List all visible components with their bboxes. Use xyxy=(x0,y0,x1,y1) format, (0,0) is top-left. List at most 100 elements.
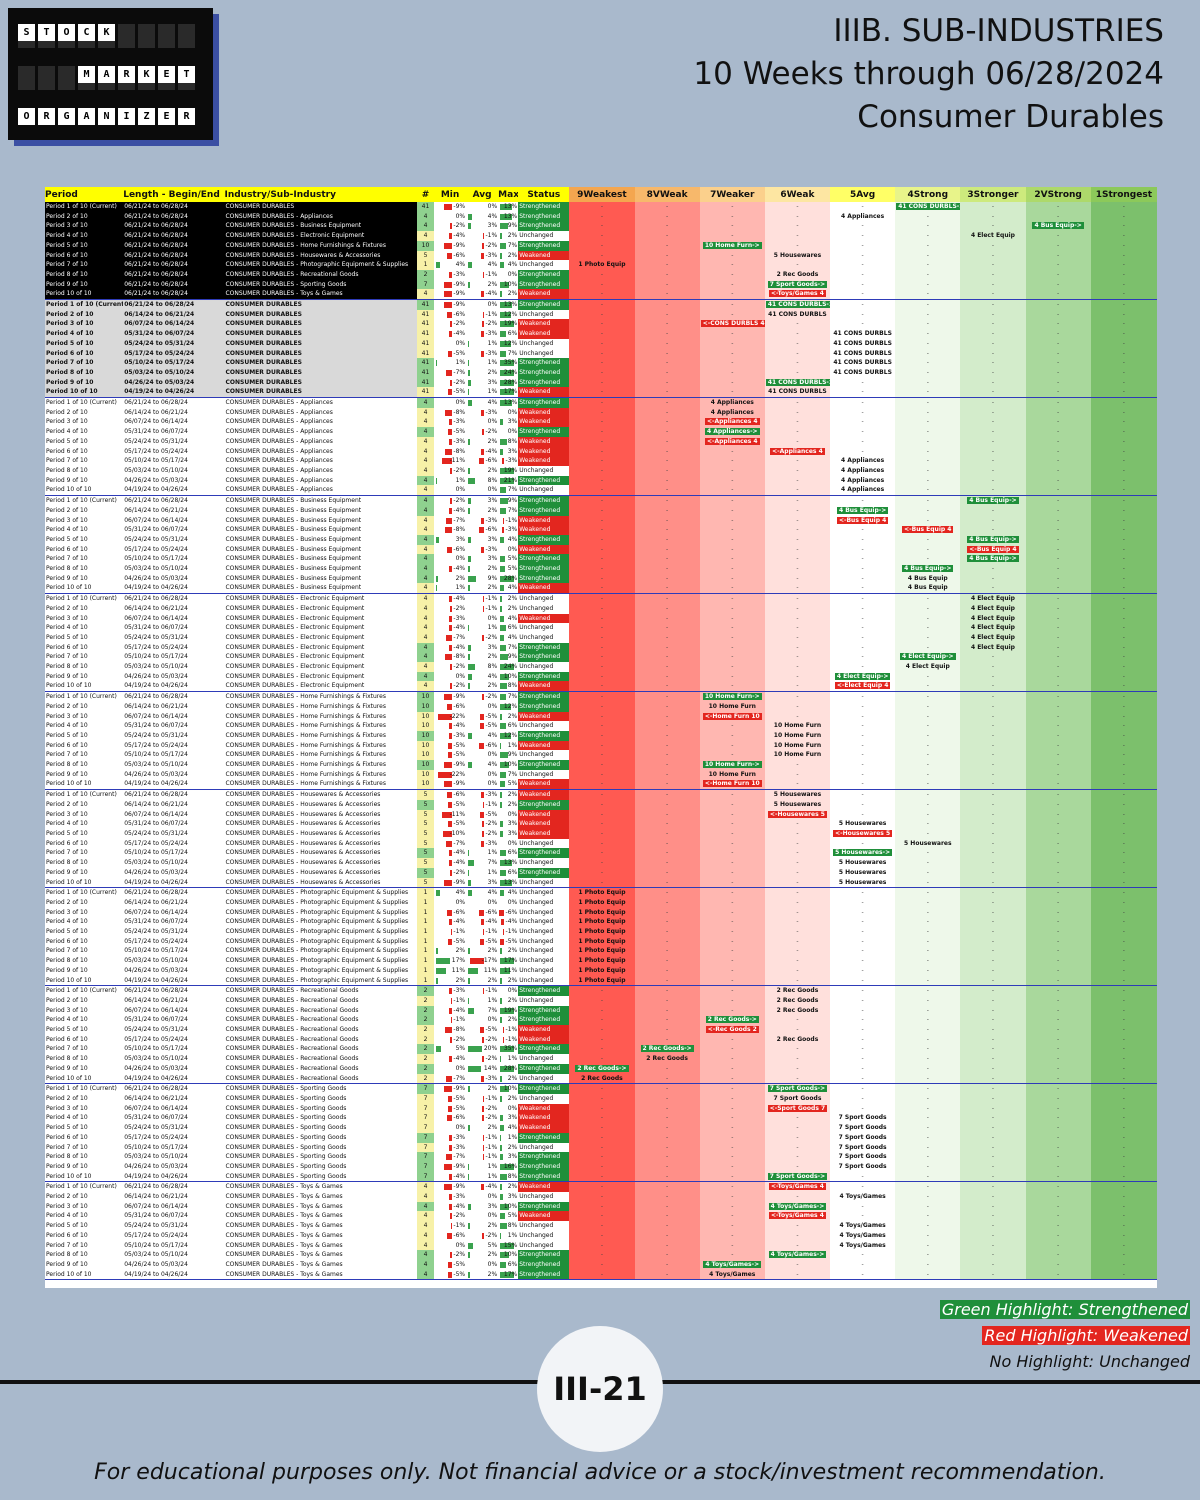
zone-cell: - xyxy=(895,554,961,565)
zone-cell: 10 Home Furn xyxy=(699,701,765,712)
min-bar xyxy=(444,204,453,210)
avg-bar xyxy=(481,331,485,338)
min-value: 5% xyxy=(456,1045,466,1052)
max-value: 35% xyxy=(504,1045,517,1052)
zone-cell: - xyxy=(830,534,896,545)
count-cell: 4 xyxy=(416,671,435,682)
industry-cell: CONSUMER DURABLES - Sporting Goods xyxy=(224,1094,417,1104)
zone-cell: - xyxy=(1025,1123,1091,1133)
min-bar xyxy=(451,1223,453,1230)
zone-cell: - xyxy=(569,1015,635,1026)
max-bar xyxy=(500,1065,515,1072)
min-bar xyxy=(444,302,453,309)
zone-cell: - xyxy=(1090,573,1157,584)
zone-cell: - xyxy=(895,260,961,270)
zone-cell: - xyxy=(1025,436,1091,447)
zone-cell: 4 Bus Equip-> xyxy=(895,564,961,574)
zone-cell: - xyxy=(699,1230,765,1241)
length-cell: 05/24/24 to 05/31/24 xyxy=(123,437,224,447)
zone-cell: 10 Home Furn xyxy=(764,740,831,751)
avg-value: 2% xyxy=(488,1124,498,1131)
max-cell: 0% xyxy=(498,898,518,908)
zone-label: 4 Appliances xyxy=(841,467,884,474)
period-cell: Period 2 of 10 xyxy=(45,996,123,1006)
period-cell: Period 9 of 10 xyxy=(45,279,124,290)
industry-cell: CONSUMER DURABLES - Electronic Equipment xyxy=(224,662,417,672)
zone-cell: - xyxy=(1090,289,1157,301)
max-bar xyxy=(500,792,502,799)
zone-cell: - xyxy=(699,1152,765,1162)
min-cell: -5% xyxy=(434,819,466,829)
zone-cell: - xyxy=(634,279,700,290)
zone-cell: - xyxy=(830,564,896,574)
count-cell: 2 xyxy=(416,1005,435,1016)
max-cell: 17% xyxy=(498,956,518,966)
zone-cell: - xyxy=(634,730,700,741)
period-cell: Period 1 of 10 (Current) xyxy=(45,496,123,506)
zone-cell: - xyxy=(764,623,831,633)
period-cell: Period 9 of 10 xyxy=(45,574,123,584)
max-bar xyxy=(500,625,506,632)
zone-cell: - xyxy=(960,975,1026,987)
count-cell: 4 xyxy=(416,681,435,693)
zone-cell: - xyxy=(699,1221,765,1231)
avg-cell: 0% xyxy=(466,300,498,310)
industry-cell: CONSUMER DURABLES - Appliances xyxy=(224,447,417,457)
zone-cell: - xyxy=(764,495,831,506)
max-value: 12% xyxy=(504,340,517,347)
zone-cell: - xyxy=(830,760,896,770)
zone-cell: - xyxy=(1090,367,1157,378)
zone-cell: - xyxy=(830,417,896,428)
min-cell: -3% xyxy=(434,1143,466,1153)
max-bar xyxy=(500,890,504,897)
avg-cell: 2% xyxy=(466,583,499,595)
min-value: -5% xyxy=(453,820,465,827)
zone-cell: - xyxy=(960,377,1026,388)
zone-cell: - xyxy=(895,407,961,418)
industry-cell: CONSUMER DURABLES - Housewares & Accesso… xyxy=(224,800,417,810)
length-cell: 05/10/24 to 05/17/24 xyxy=(123,1044,224,1054)
zone-cell: - xyxy=(634,985,700,996)
zone-cell: - xyxy=(830,1259,896,1270)
period-cell: Period 6 of 10 xyxy=(45,1035,123,1045)
avg-bar xyxy=(468,477,476,484)
period-cell: Period 1 of 10 (Current) xyxy=(45,790,123,800)
count-cell: 10 xyxy=(416,779,435,791)
zone-cell: - xyxy=(960,436,1026,447)
avg-cell: -2% xyxy=(466,1104,498,1114)
status-cell: Weakened xyxy=(518,583,570,595)
zone-cell: - xyxy=(569,573,635,584)
zone-cell: - xyxy=(764,1259,831,1270)
max-cell: 0% xyxy=(498,427,518,437)
avg-bar xyxy=(468,850,469,857)
avg-cell: 2% xyxy=(466,280,498,290)
avg-value: 0% xyxy=(488,615,498,622)
zone-cell: - xyxy=(764,671,831,682)
status-cell: Strengthened xyxy=(518,691,570,702)
zone-cell: - xyxy=(895,319,961,330)
max-bar xyxy=(500,1115,503,1122)
zone-cell: - xyxy=(1025,309,1091,320)
min-cell: -5% xyxy=(434,741,466,751)
zone-cell: - xyxy=(895,1240,961,1251)
min-bar xyxy=(442,458,453,465)
zone-cell: - xyxy=(1090,1132,1157,1143)
avg-cell: -4% xyxy=(466,1182,498,1192)
zone-cell: - xyxy=(895,867,961,878)
min-cell: 17% xyxy=(434,956,466,966)
min-value: -9% xyxy=(453,290,465,297)
max-cell: 10% xyxy=(498,760,518,770)
min-bar xyxy=(448,1173,453,1180)
zone-cell: - xyxy=(830,221,896,232)
count-cell: 7 xyxy=(416,1132,435,1143)
max-cell: 2% xyxy=(498,712,518,722)
zone-cell: - xyxy=(895,681,961,693)
col-length: Length - Begin/End xyxy=(123,187,225,202)
zone-cell: - xyxy=(634,495,700,506)
zone-cell: - xyxy=(960,289,1026,301)
period-cell: Period 9 of 10 xyxy=(45,377,124,388)
zone-cell: - xyxy=(1025,407,1091,418)
max-value: 19% xyxy=(504,1007,517,1014)
zone-cell: - xyxy=(1090,848,1157,859)
industry-cell: CONSUMER DURABLES - Home Furnishings & F… xyxy=(224,712,417,722)
